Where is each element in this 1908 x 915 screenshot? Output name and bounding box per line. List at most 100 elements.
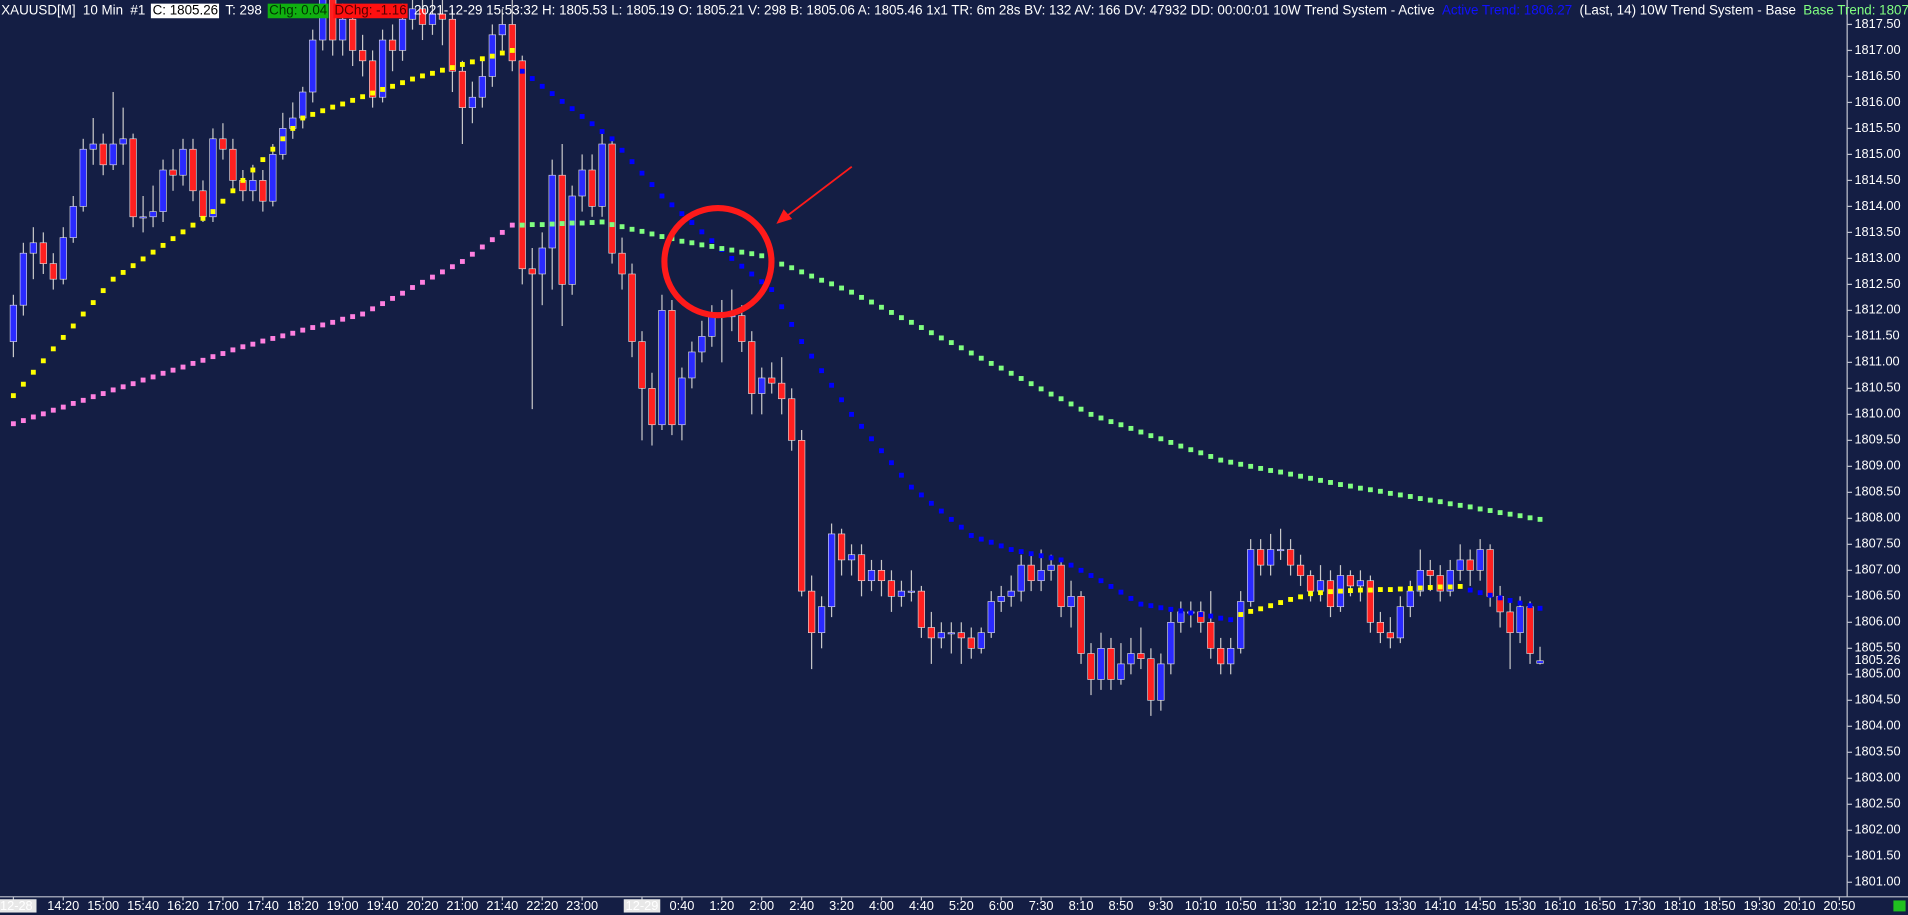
trend-dot — [1308, 475, 1313, 481]
candle-body — [299, 91, 307, 119]
trend-dot — [799, 269, 805, 275]
trend-dot — [769, 287, 775, 293]
trend-dot — [589, 220, 595, 225]
trend-dot — [859, 294, 864, 300]
candle-body — [1227, 647, 1235, 665]
trend-dot — [968, 350, 974, 356]
trend-dot — [440, 269, 445, 275]
arrow-head — [776, 209, 793, 224]
trend-dot — [819, 368, 825, 374]
candle-body — [199, 190, 207, 218]
trend-dot — [1397, 492, 1403, 498]
y-tick-label: 1815.50 — [1854, 120, 1900, 135]
candle-body — [329, 0, 337, 41]
trend-dot — [659, 193, 665, 199]
trend-dot — [100, 391, 106, 396]
candle-body — [738, 315, 746, 342]
candle-body — [129, 138, 137, 218]
header-field: 2021-12-29 15:53:32 H: 1805.53 L: 1805.1… — [413, 3, 1435, 19]
candle-body — [1147, 658, 1155, 701]
candle-body — [827, 533, 836, 608]
trend-dot — [928, 500, 934, 506]
trend-dot — [1208, 454, 1214, 459]
x-tick-label: 23:00 — [566, 898, 598, 913]
candle-body — [29, 242, 37, 254]
x-tick-label: 14:20 — [47, 898, 79, 913]
trend-dot — [1108, 584, 1114, 589]
trend-dot — [1088, 573, 1094, 578]
candle-body — [448, 18, 457, 72]
header-field: XAUUSD[M] — [1, 3, 76, 19]
trend-dot — [210, 209, 216, 215]
trend-dot — [360, 311, 366, 317]
candle-body — [49, 263, 57, 280]
trend-dot — [958, 524, 964, 530]
candle-body — [1416, 570, 1424, 592]
trend-dot — [789, 321, 795, 327]
trend-dot — [1258, 606, 1264, 612]
trend-dot — [469, 59, 475, 65]
trend-dot — [1298, 473, 1303, 479]
x-tick-label: 18:20 — [287, 898, 319, 913]
trend-dot — [619, 147, 625, 153]
trend-dot — [729, 255, 735, 261]
x-tick-label: 12:50 — [1344, 898, 1376, 913]
y-tick-label: 1817.00 — [1854, 42, 1900, 57]
x-tick-label: 1:20 — [709, 898, 734, 913]
trend-dot — [1048, 555, 1054, 561]
header-field: (Last, 14) 10W Trend System - Base — [1579, 3, 1796, 19]
trend-dot — [1357, 485, 1363, 491]
candle-body — [837, 533, 846, 561]
candle-body — [618, 252, 626, 275]
trend-dot — [1038, 386, 1044, 392]
trend-dot — [1108, 419, 1114, 425]
candle-body — [159, 169, 167, 212]
candle-body — [1296, 564, 1305, 576]
trend-dot — [898, 472, 904, 478]
trend-dot — [609, 136, 615, 142]
trend-dot — [649, 182, 655, 187]
candle-body — [418, 8, 427, 25]
trend-dot — [330, 319, 336, 325]
candle-body — [59, 237, 67, 280]
candle-body — [588, 169, 596, 207]
trend-dot — [509, 47, 515, 53]
trend-dot — [739, 249, 745, 255]
trend-dot — [839, 397, 844, 403]
x-tick-label: 18:50 — [1704, 898, 1736, 913]
trend-dot — [499, 50, 505, 56]
trend-dot — [519, 68, 525, 74]
trend-dot — [759, 253, 765, 259]
trend-dot — [1497, 510, 1503, 516]
trend-dot — [370, 90, 376, 96]
trend-dot — [479, 244, 485, 250]
trend-dot — [1178, 608, 1184, 614]
trend-dot — [220, 198, 226, 204]
candle-body — [179, 148, 187, 176]
trend-dot — [270, 336, 276, 341]
y-tick-label: 1816.00 — [1854, 94, 1900, 109]
y-tick-label: 1803.00 — [1854, 770, 1900, 785]
candle-body — [907, 590, 916, 593]
trend-dot — [1338, 482, 1343, 487]
trend-dot — [350, 97, 356, 103]
candle-body — [917, 590, 925, 628]
y-tick-label: 1802.50 — [1854, 796, 1900, 811]
trend-dot — [1447, 501, 1453, 507]
candle-body — [1177, 611, 1185, 623]
candle-body — [1446, 570, 1454, 592]
candle-body — [818, 606, 826, 634]
trend-dot — [160, 242, 166, 248]
candle-body — [1027, 564, 1035, 582]
candle-body — [857, 554, 866, 582]
trend-dot — [250, 341, 256, 347]
trend-dot — [569, 220, 575, 226]
x-tick-label: 15:00 — [87, 898, 119, 913]
trend-dot — [10, 421, 16, 427]
trend-dot — [1407, 494, 1413, 499]
trend-dot — [1228, 459, 1234, 465]
candle-body — [688, 351, 696, 379]
trend-dot — [410, 76, 415, 82]
trend-dot — [1028, 551, 1034, 557]
